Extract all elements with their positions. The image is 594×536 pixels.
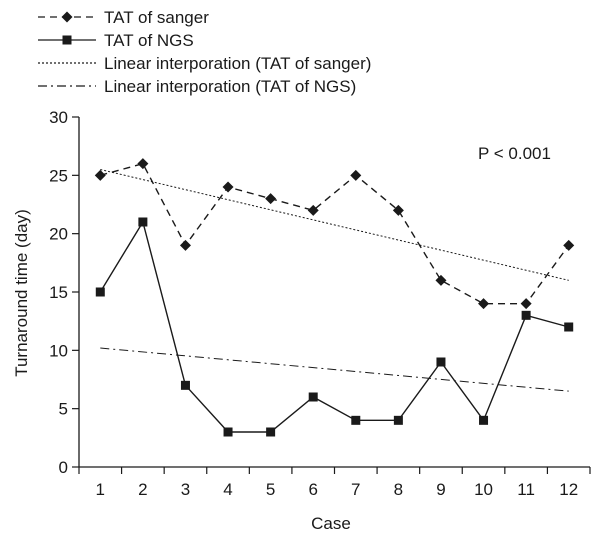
data-point-sanger bbox=[435, 274, 447, 286]
data-point-ngs bbox=[308, 392, 318, 402]
x-tick-label: 5 bbox=[266, 480, 275, 499]
legend-label: Linear interporation (TAT of NGS) bbox=[104, 77, 356, 96]
legend-item-ngs: TAT of NGS bbox=[38, 31, 194, 50]
series-layer bbox=[94, 158, 575, 437]
series-line-ngs bbox=[99, 220, 569, 433]
series-line-sanger bbox=[100, 162, 570, 305]
x-tick-label: 10 bbox=[474, 480, 493, 499]
data-point-sanger bbox=[179, 239, 191, 251]
legend-item-sanger: TAT of sanger bbox=[38, 8, 209, 27]
x-tick-label: 11 bbox=[517, 480, 535, 499]
x-tick-label: 2 bbox=[138, 480, 147, 499]
x-tick-label: 7 bbox=[351, 480, 360, 499]
data-point-ngs bbox=[138, 217, 148, 227]
data-point-ngs bbox=[180, 380, 190, 390]
x-axis-label: Case bbox=[311, 514, 351, 533]
data-point-ngs bbox=[223, 427, 233, 437]
legend-item-trend-sanger: Linear interporation (TAT of sanger) bbox=[38, 54, 371, 73]
x-tick-label: 3 bbox=[181, 480, 190, 499]
data-point-sanger bbox=[307, 204, 319, 216]
data-point-ngs bbox=[479, 415, 489, 425]
legend: TAT of sanger TAT of NGS Linear interporat… bbox=[38, 8, 371, 96]
data-point-sanger bbox=[137, 158, 149, 170]
data-point-sanger bbox=[520, 298, 532, 310]
data-point-sanger bbox=[392, 204, 404, 216]
y-tick-label: 30 bbox=[49, 108, 68, 127]
legend-label: Linear interporation (TAT of sanger) bbox=[104, 54, 371, 73]
data-point-ngs bbox=[521, 310, 531, 320]
y-tick-label: 0 bbox=[59, 458, 68, 477]
x-tick-label: 8 bbox=[394, 480, 403, 499]
y-tick-label: 5 bbox=[59, 400, 68, 419]
data-point-ngs bbox=[436, 357, 446, 367]
y-tick-label: 10 bbox=[49, 341, 68, 360]
legend-item-trend-ngs: Linear interporation (TAT of NGS) bbox=[38, 77, 356, 96]
data-point-ngs bbox=[351, 415, 361, 425]
x-tick-label: 4 bbox=[223, 480, 232, 499]
y-tick-label: 25 bbox=[49, 166, 68, 185]
data-point-ngs bbox=[266, 427, 276, 437]
data-point-ngs bbox=[393, 415, 403, 425]
x-tick-label: 1 bbox=[96, 480, 105, 499]
data-point-ngs bbox=[564, 322, 574, 332]
y-tick-label: 15 bbox=[49, 283, 68, 302]
y-axis-label: Turnaround time (day) bbox=[12, 209, 31, 377]
data-point-sanger bbox=[94, 169, 106, 181]
legend-marker bbox=[61, 11, 73, 23]
legend-marker bbox=[62, 35, 72, 45]
x-tick-label: 6 bbox=[308, 480, 317, 499]
legend-label: TAT of NGS bbox=[104, 31, 194, 50]
y-tick-label: 20 bbox=[49, 225, 68, 244]
data-point-sanger bbox=[265, 193, 277, 205]
data-point-sanger bbox=[563, 239, 575, 251]
p-value-annotation: P < 0.001 bbox=[478, 144, 551, 163]
data-point-sanger bbox=[222, 181, 234, 193]
legend-label: TAT of sanger bbox=[104, 8, 209, 27]
trendline-sanger bbox=[100, 169, 569, 281]
data-point-sanger bbox=[350, 169, 362, 181]
x-tick-label: 9 bbox=[436, 480, 445, 499]
data-point-ngs bbox=[95, 287, 105, 297]
data-point-sanger bbox=[478, 298, 490, 310]
trendline-ngs bbox=[100, 347, 569, 392]
x-tick-label: 12 bbox=[559, 480, 578, 499]
